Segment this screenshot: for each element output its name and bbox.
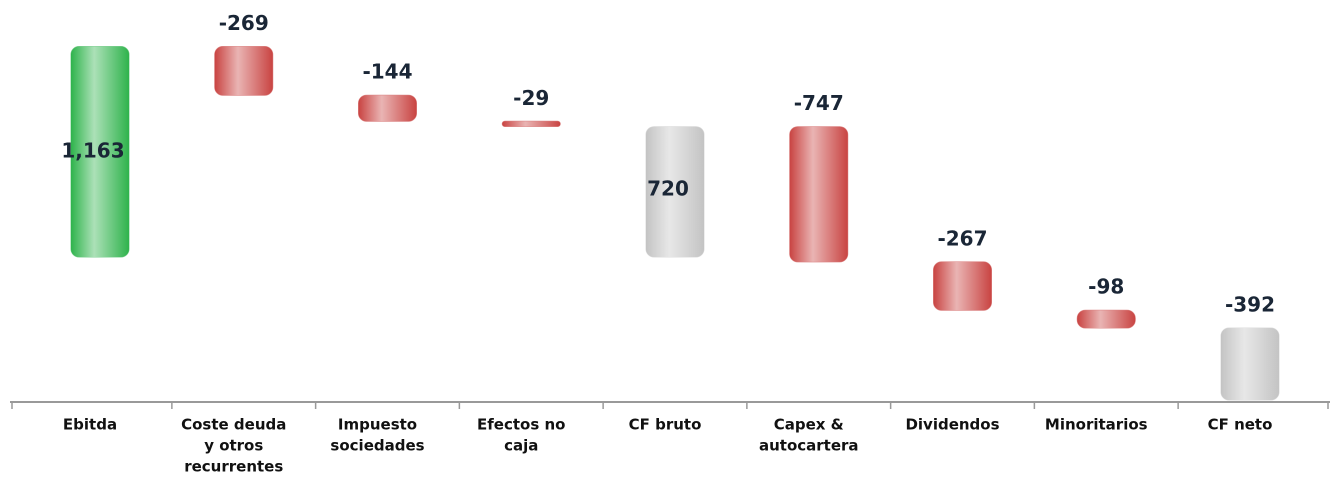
bar-highlight [502,121,561,127]
bar-highlight [646,126,704,258]
x-tick-label: recurrentes [184,458,283,476]
bar-highlight [1221,327,1279,400]
bar-highlight [933,261,992,311]
data-label: -269 [219,11,269,35]
x-tick-label: autocartera [759,437,859,455]
bar-highlight [71,46,129,258]
x-tick-label: Efectos no [477,416,565,434]
data-label: -98 [1088,275,1124,299]
x-tick-label: Impuesto [338,416,417,434]
x-tick-label: CF bruto [629,416,702,434]
bar-highlight [789,126,848,262]
data-label: -747 [794,91,844,115]
x-tick-label: Ebitda [63,416,117,434]
x-tick-label: caja [504,437,538,455]
data-label: 720 [647,176,689,200]
x-tick-label: Capex & [774,416,844,434]
data-label: -267 [937,226,987,250]
x-tick-label: sociedades [330,437,424,455]
bar-highlight [1077,310,1136,328]
x-tick-label: Coste deuda [181,416,286,434]
bar-highlight [214,46,273,96]
data-label: -392 [1225,292,1275,316]
x-tick-label: y otros [204,437,263,455]
bar-highlight [358,95,417,122]
data-label: -144 [362,60,412,84]
x-tick-label: CF neto [1208,416,1273,434]
data-label: 1,163 [61,138,124,162]
x-tick-label: Dividendos [905,416,999,434]
x-tick-label: Minoritarios [1045,416,1148,434]
data-label: -29 [513,86,549,110]
